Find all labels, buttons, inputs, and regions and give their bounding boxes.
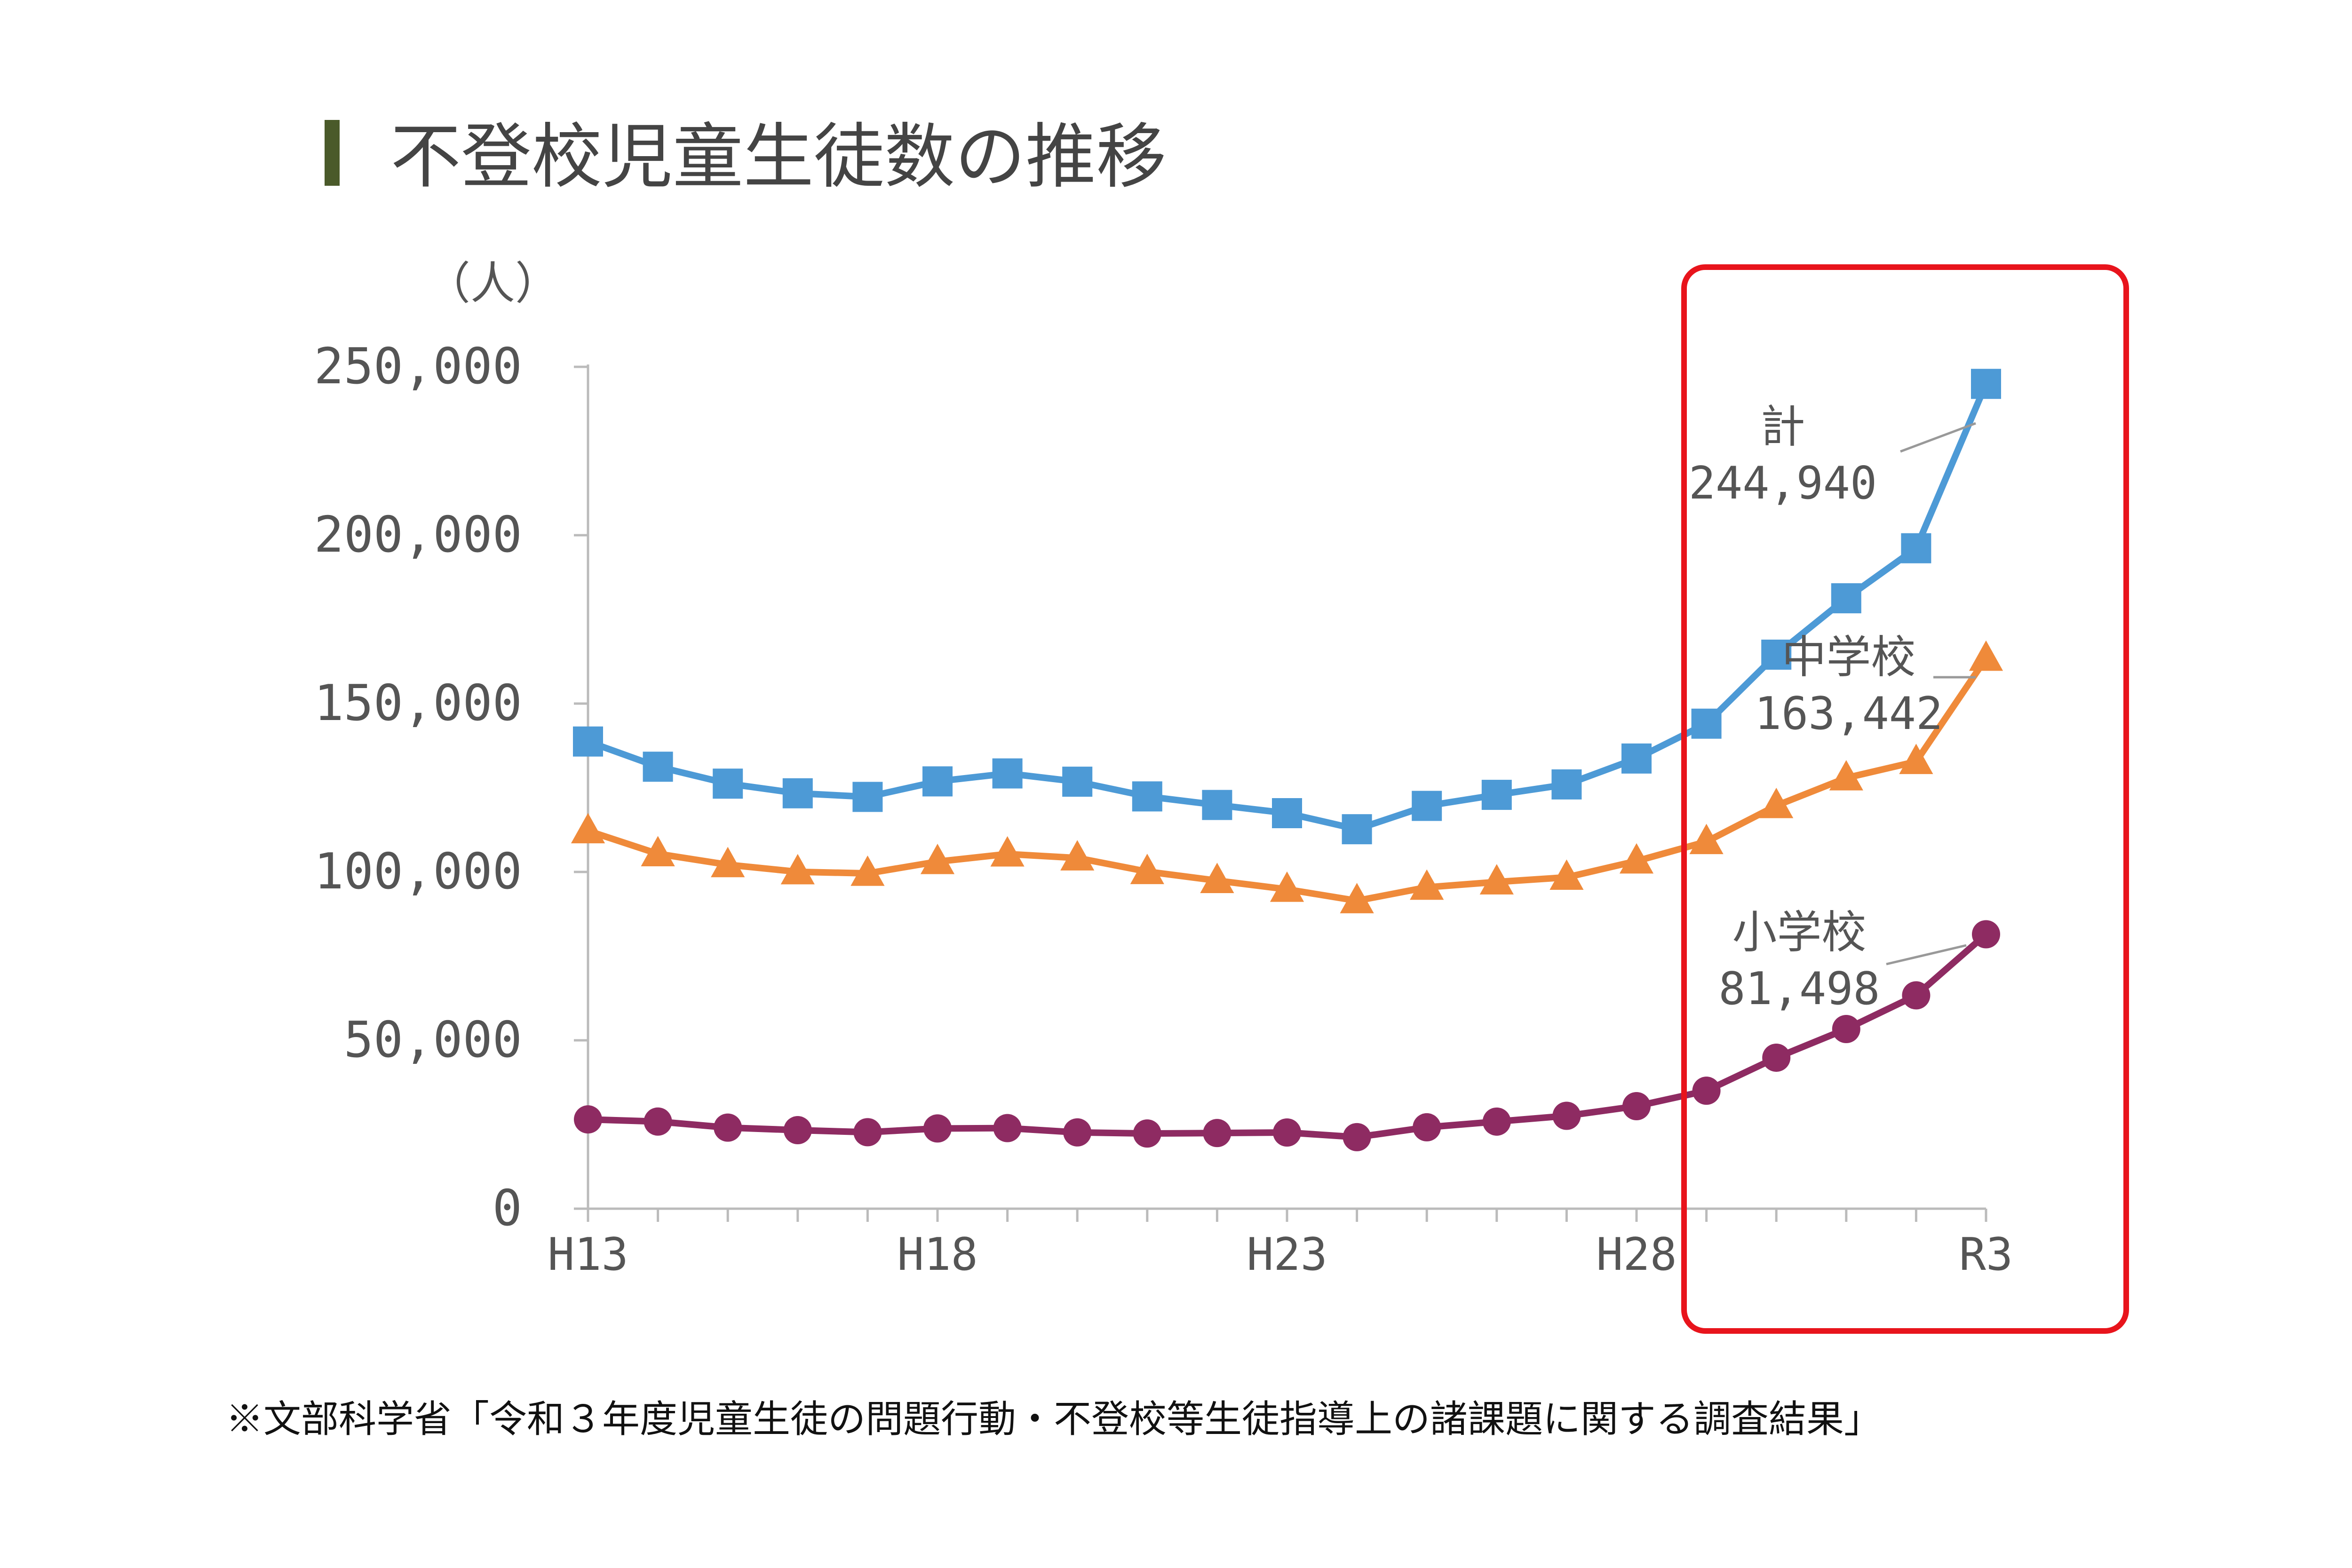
data-point [993,1114,1022,1142]
data-point [1410,869,1444,900]
x-tick-labels: H13 H18 H23 H28 R3 [548,1229,2013,1281]
data-point [1619,843,1654,874]
data-point [1413,1113,1441,1141]
y-tick-label: 200,000 [314,506,522,563]
y-tick-label: 250,000 [314,338,522,395]
series-circle [574,920,2000,1151]
data-point [1762,1043,1791,1072]
data-point [1971,369,2001,399]
data-point [571,813,605,844]
data-point [780,854,815,885]
data-point [1689,824,1724,855]
leader-line-total [1900,422,1976,453]
data-point [1551,769,1582,800]
y-tick-label: 50,000 [344,1011,522,1069]
data-point [1901,533,1931,563]
data-point [1899,744,1933,774]
data-point [1273,1118,1301,1147]
data-point [1692,1077,1721,1105]
data-point [714,1113,742,1142]
data-point [643,752,673,782]
data-point [783,1116,812,1145]
title-bar-marker [325,120,340,186]
data-point [853,1118,882,1147]
annotation-elementary-value: 81,498 [1718,963,1880,1015]
annotation-total-value: 244,940 [1689,458,1877,509]
axes [574,364,1987,1222]
data-point [990,836,1025,867]
data-point [1132,781,1162,812]
y-tick-labels: 0 50,000 100,000 150,000 200,000 250,000 [314,338,522,1237]
data-point [1060,840,1095,871]
y-tick-label: 100,000 [314,843,522,900]
data-point [852,782,883,812]
annotation-elementary-label: 小学校 [1732,907,1866,958]
data-point [782,778,813,808]
series-triangle [571,640,2003,913]
data-point [992,758,1023,789]
data-point [1549,859,1584,890]
annotation-junior-high-label: 中学校 [1781,632,1915,683]
data-point [1829,760,1863,791]
annotation-junior-high: 中学校 163,442 [1755,632,1976,740]
series-square [573,369,2001,845]
data-point [923,1114,952,1143]
data-point [1972,920,2000,949]
leader-line-elementary [1886,944,1967,966]
data-point [1202,790,1232,820]
data-point [574,1105,602,1134]
data-point [711,847,745,878]
y-axis-unit-label: （人） [426,258,560,309]
data-point [713,768,743,799]
data-point [1622,1092,1651,1120]
data-point [1621,743,1652,774]
annotation-total: 計 244,940 [1689,401,1976,509]
x-tick-label: H13 [548,1229,628,1281]
data-point [1133,1119,1161,1148]
data-point [1343,1123,1371,1151]
data-point [1759,788,1794,818]
data-point [1761,639,1792,670]
data-point [920,844,955,874]
data-point [1130,854,1164,884]
annotation-total-label: 計 [1760,401,1805,453]
data-point [1342,814,1372,845]
data-point [644,1107,672,1136]
data-point [1969,640,2003,671]
annotation-junior-high-value: 163,442 [1755,688,1943,740]
data-point [1203,1119,1232,1148]
series-layer [571,369,2003,1151]
x-tick-label: H18 [897,1229,978,1281]
data-point [1062,767,1093,797]
data-point [1340,883,1374,913]
data-point [850,855,885,886]
highlight-box [1681,264,2129,1334]
x-tick-label: H23 [1247,1229,1327,1281]
x-tick-label: R3 [1959,1229,2013,1281]
data-point [1691,708,1722,739]
data-point [1063,1118,1092,1147]
data-point [922,766,953,797]
data-point [1481,780,1512,810]
source-note: ※文部科学省「令和３年度児童生徒の問題行動・不登校等生徒指導上の諸課題に関する調… [226,1397,1882,1441]
data-point [1272,798,1302,829]
data-point [1552,1101,1581,1130]
data-point [1200,863,1234,894]
data-point [1479,864,1514,895]
y-tick-label: 0 [493,1180,522,1237]
data-point [1902,981,1931,1010]
x-tick-label: H28 [1596,1229,1677,1281]
data-point [1831,583,1861,614]
data-point [1270,871,1304,902]
data-point [573,726,603,757]
data-point [1482,1107,1511,1136]
data-point [1412,791,1442,821]
data-point [1832,1015,1860,1044]
chart-title: 不登校児童生徒数の推移 [390,116,1167,198]
data-point [641,836,675,867]
y-tick-label: 150,000 [314,674,522,732]
annotation-elementary: 小学校 81,498 [1718,907,1967,1015]
